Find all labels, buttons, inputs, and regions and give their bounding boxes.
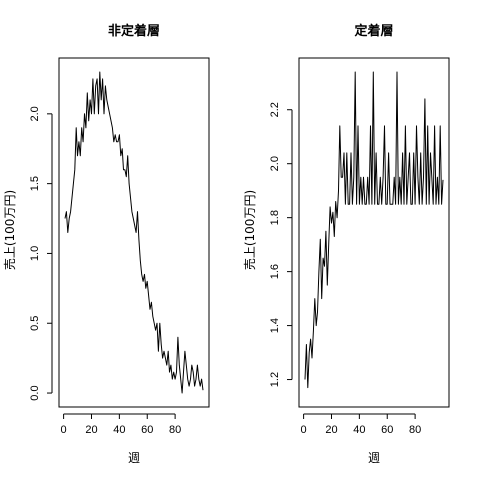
x-axis-label: 週 <box>368 451 380 465</box>
y-tick-label: 2.0 <box>29 106 41 121</box>
plot-frame <box>58 57 210 408</box>
x-tick-label: 0 <box>61 424 67 436</box>
series-line <box>64 71 204 394</box>
chart-title: 非定着層 <box>108 23 160 39</box>
y-tick-label: 1.6 <box>269 264 281 279</box>
x-tick-label: 60 <box>141 424 153 436</box>
y-tick-label: 0.5 <box>29 316 41 331</box>
chart-panel-non-retained: 非定着層 週 売上(100万円) 0 20 40 60 80 0.0 0.5 1.0 1.5 2.… <box>2 23 210 465</box>
plot-frame <box>298 57 450 408</box>
x-tick-label: 80 <box>409 424 421 436</box>
tick-group: 0 20 40 60 80 0.0 0.5 1.0 1.5 2.0 <box>29 106 181 436</box>
y-axis-label: 売上(100万円) <box>2 190 17 270</box>
x-tick-label: 60 <box>381 424 393 436</box>
y-tick-label: 1.5 <box>29 176 41 191</box>
x-tick-label: 20 <box>85 424 97 436</box>
chart-title: 定着層 <box>353 23 393 39</box>
y-axis-label: 売上(100万円) <box>242 190 257 270</box>
y-tick-label: 1.2 <box>269 372 281 387</box>
y-tick-label: 1.8 <box>269 210 281 225</box>
y-tick-label: 0.0 <box>29 385 41 400</box>
y-tick-label: 1.0 <box>29 246 41 261</box>
x-tick-label: 40 <box>113 424 125 436</box>
series-line <box>304 71 444 389</box>
x-tick-label: 20 <box>325 424 337 436</box>
x-tick-label: 80 <box>169 424 181 436</box>
chart-panel-retained: 定着層 週 売上(100万円) 0 20 40 60 80 1.2 1.4 1.6 1.8 2.0… <box>242 23 450 465</box>
y-tick-label: 2.2 <box>269 102 281 117</box>
tick-group: 0 20 40 60 80 1.2 1.4 1.6 1.8 2.0 2.2 <box>269 102 421 436</box>
x-tick-label: 0 <box>301 424 307 436</box>
y-tick-label: 2.0 <box>269 156 281 171</box>
x-tick-label: 40 <box>353 424 365 436</box>
y-tick-label: 1.4 <box>269 318 281 333</box>
x-axis-label: 週 <box>128 451 140 465</box>
